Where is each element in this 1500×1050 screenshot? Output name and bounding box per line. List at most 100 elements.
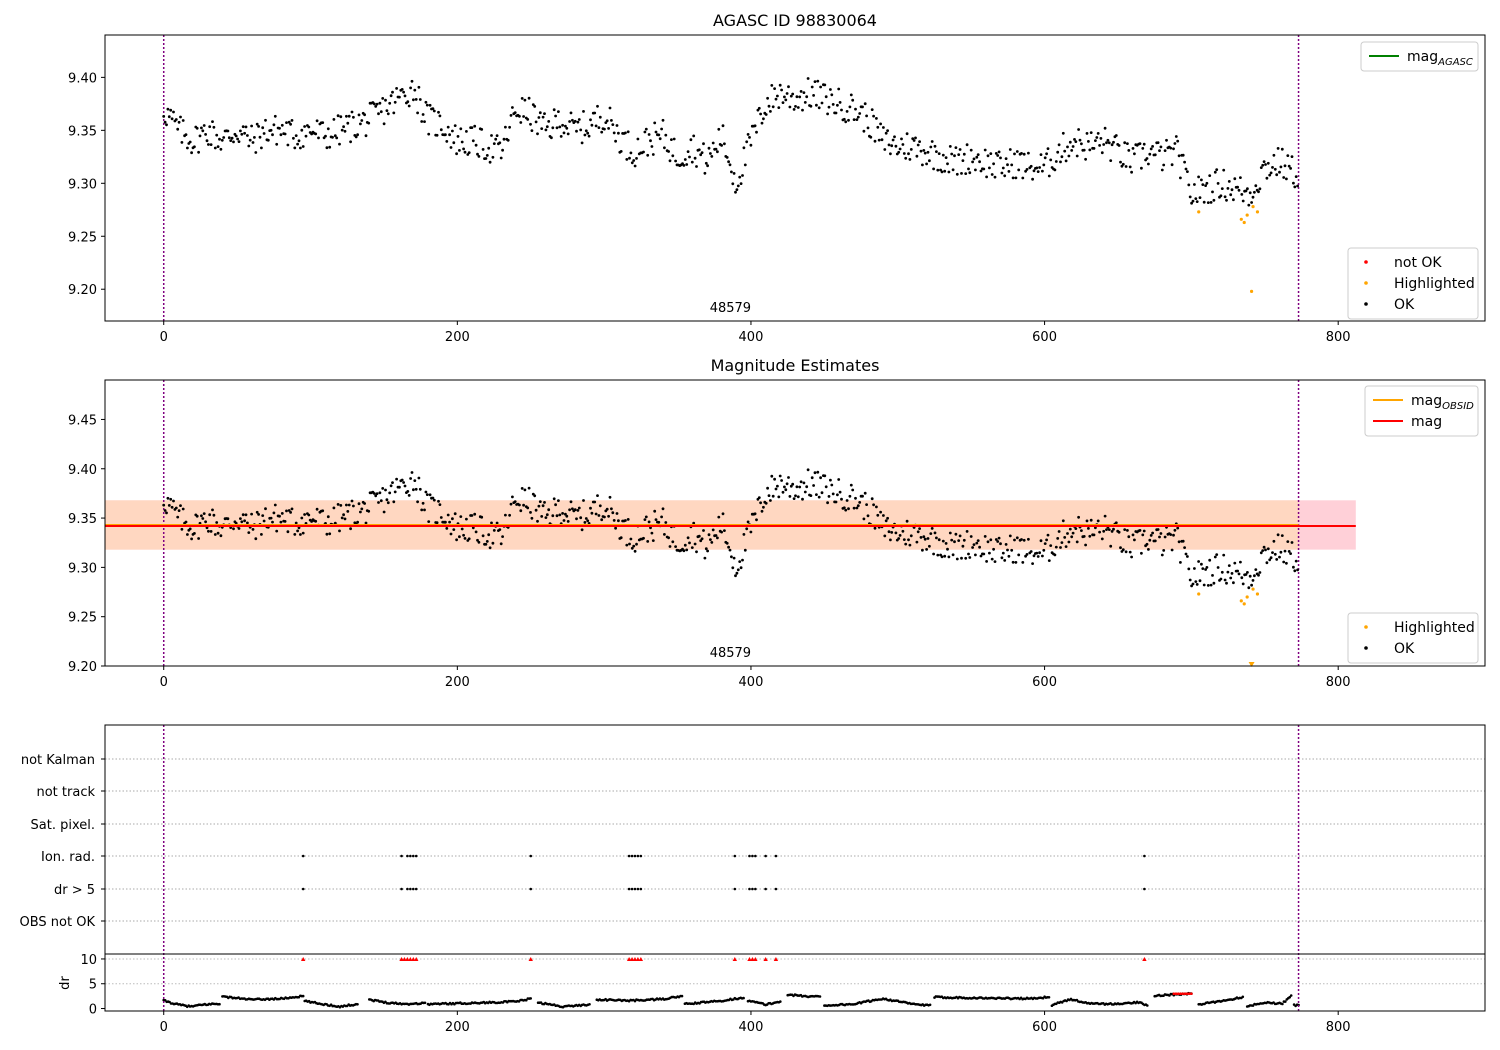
p1-point-ok <box>1193 183 1196 186</box>
p2-point-ok <box>1183 546 1186 549</box>
p1-point-ok <box>1194 197 1198 201</box>
p2-point-ok <box>668 545 672 548</box>
p2-point-ok <box>960 556 963 560</box>
p1-point-ok <box>1110 143 1114 147</box>
p2-point-ok <box>1067 540 1071 544</box>
p2-point-ok <box>978 545 981 549</box>
p2-point-ok <box>953 540 956 544</box>
p2-point-ok <box>720 530 723 534</box>
p2-point-ok <box>1198 579 1202 583</box>
p1-point-ok <box>732 172 736 175</box>
p2-point-ok <box>717 515 721 519</box>
p1-point-ok <box>573 119 577 123</box>
p2-point-ok <box>1131 533 1135 537</box>
p3-dr-point <box>1284 1000 1287 1003</box>
p1-point-ok <box>738 175 742 179</box>
p2-point-ok <box>339 504 343 507</box>
p2-point-ok <box>1204 568 1207 571</box>
p1-point-ok <box>251 141 255 144</box>
p1-x-tick-label: 400 <box>739 330 764 345</box>
p2-point-ok <box>1049 544 1053 547</box>
p2-point-ok <box>1046 533 1050 537</box>
p1-point-ok <box>741 174 744 177</box>
p2-point-ok <box>552 497 556 501</box>
p1-point-ok <box>989 152 993 156</box>
p1-point-ok <box>717 127 721 131</box>
p2-point-ok <box>431 496 435 500</box>
p2-point-ok <box>882 514 885 517</box>
p1-point-ok <box>872 114 875 118</box>
p1-point-ok <box>767 104 771 108</box>
p1-point-ok <box>598 115 602 119</box>
p1-point-ok <box>785 92 789 95</box>
p1-point-ok <box>943 169 947 173</box>
p1-point-ok <box>586 131 590 135</box>
p1-point-ok <box>285 121 288 124</box>
p2-point-ok <box>576 509 580 512</box>
p1-point-ok <box>1191 199 1195 203</box>
p2-point-ok <box>201 517 205 520</box>
p1-point-ok <box>367 121 371 125</box>
p1-point-ok <box>538 111 542 115</box>
p1-point-ok <box>889 152 892 156</box>
p2-point-ok <box>428 493 432 497</box>
p1-point-ok <box>1001 166 1005 170</box>
p2-bottom-legend-point-swatch <box>1364 625 1368 629</box>
p1-point-ok <box>636 137 640 141</box>
p1-point-ok <box>742 146 746 150</box>
p2-point-ok <box>590 511 594 515</box>
p2-point-ok <box>347 503 351 507</box>
p1-point-ok <box>1179 176 1182 180</box>
p1-point-ok <box>865 114 868 118</box>
p2-point-ok <box>897 537 901 540</box>
p2-point-ok <box>664 521 668 524</box>
p2-point-ok <box>386 501 390 505</box>
p2-point-ok <box>573 508 577 512</box>
p3-dr5-flag <box>764 887 767 891</box>
p2-point-ok <box>1187 567 1191 571</box>
p1-point-ok <box>941 153 945 157</box>
p1-point-ok <box>212 125 216 129</box>
p1-point-ok <box>992 162 995 166</box>
p2-point-ok <box>392 500 396 504</box>
p2-point-ok <box>250 512 254 516</box>
p1-point-ok <box>914 136 917 140</box>
p1-point-ok <box>935 150 938 154</box>
p1-point-ok <box>1259 166 1263 170</box>
p1-point-ok <box>1114 134 1118 137</box>
p2-point-ok <box>166 496 170 500</box>
p1-point-ok <box>950 152 954 156</box>
p1-point-ok <box>207 143 210 146</box>
p3-dr-red-point <box>1183 992 1187 995</box>
p2-point-ok <box>879 510 882 514</box>
p2-point-ok <box>823 474 827 478</box>
p3-dr-point <box>529 997 532 1000</box>
p2-point-ok <box>1004 543 1008 546</box>
p1-point-ok <box>286 143 290 147</box>
p1-point-ok <box>541 115 545 119</box>
p1-point-ok <box>278 126 281 130</box>
p2-x-tick-label: 600 <box>1032 675 1057 690</box>
p2-point-ok <box>1092 533 1096 537</box>
p1-point-ok <box>509 114 513 117</box>
p1-point-ok <box>1046 147 1050 151</box>
p1-point-ok <box>197 150 201 154</box>
p2-point-ok <box>403 484 407 488</box>
p2-point-ok <box>1273 552 1277 556</box>
p1-point-ok <box>407 104 411 108</box>
p2-point-ok <box>488 546 492 550</box>
p1-point-ok <box>969 148 973 152</box>
p1-point-ok <box>816 79 820 83</box>
p1-point-ok <box>672 137 676 141</box>
p2-point-ok <box>1276 533 1280 537</box>
p2-point-ok <box>1128 550 1132 554</box>
p1-point-ok <box>1074 140 1078 144</box>
p1-point-ok <box>326 127 330 131</box>
p2-point-ok <box>575 517 578 521</box>
p2-point-ok <box>735 571 739 575</box>
p2-point-ok <box>710 541 714 544</box>
p2-point-ok <box>1008 534 1012 538</box>
p1-point-ok <box>162 115 166 118</box>
p2-point-ok <box>562 519 566 522</box>
p1-point-ok <box>1286 154 1290 158</box>
